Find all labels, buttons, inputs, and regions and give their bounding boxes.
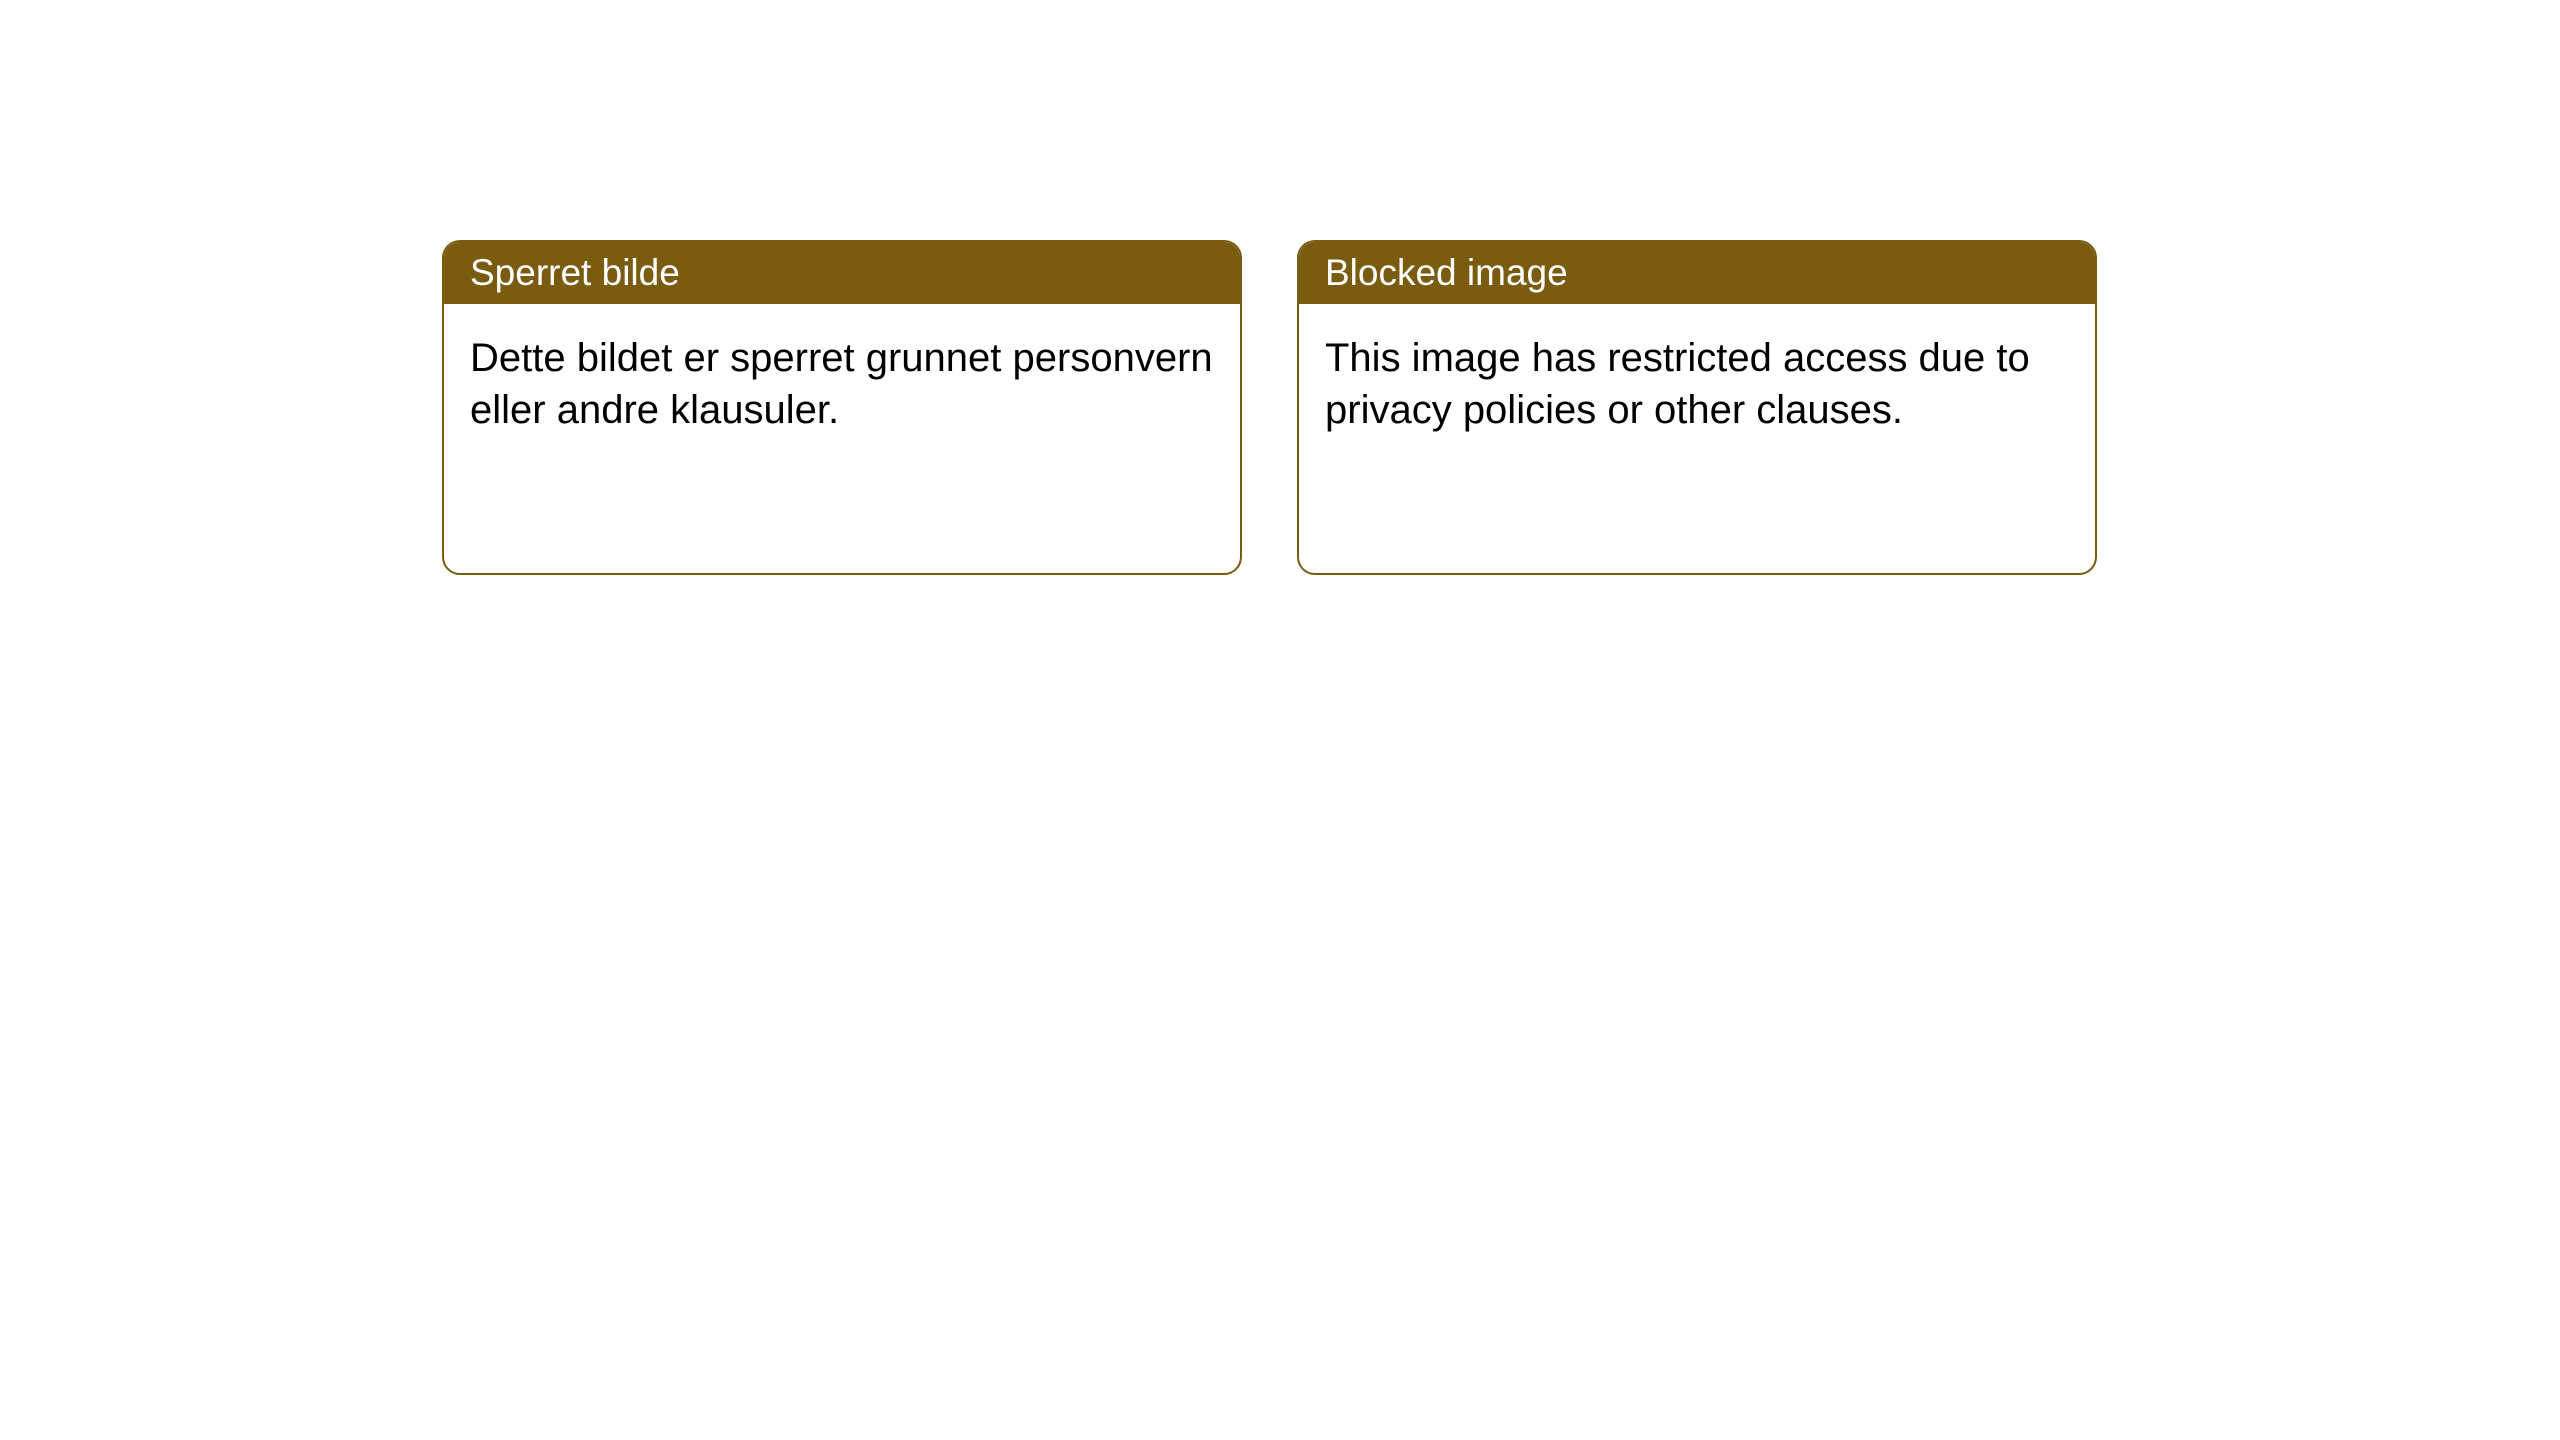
- notice-body: This image has restricted access due to …: [1299, 304, 2095, 464]
- notice-box-norwegian: Sperret bilde Dette bildet er sperret gr…: [442, 240, 1242, 575]
- notice-box-english: Blocked image This image has restricted …: [1297, 240, 2097, 575]
- notices-container: Sperret bilde Dette bildet er sperret gr…: [0, 0, 2560, 575]
- notice-header: Sperret bilde: [444, 242, 1240, 304]
- notice-header: Blocked image: [1299, 242, 2095, 304]
- notice-body-text: This image has restricted access due to …: [1325, 336, 2030, 432]
- notice-header-text: Blocked image: [1325, 252, 1568, 293]
- notice-header-text: Sperret bilde: [470, 252, 680, 293]
- notice-body: Dette bildet er sperret grunnet personve…: [444, 304, 1240, 464]
- notice-body-text: Dette bildet er sperret grunnet personve…: [470, 336, 1213, 432]
